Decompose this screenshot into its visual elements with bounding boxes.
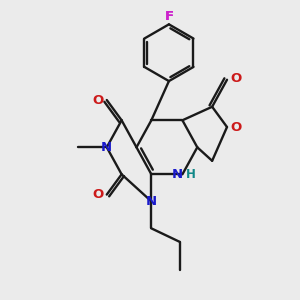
- Text: O: O: [230, 72, 241, 85]
- Text: F: F: [164, 10, 173, 23]
- Text: O: O: [231, 121, 242, 134]
- Text: N: N: [146, 195, 157, 208]
- Text: H: H: [186, 168, 196, 181]
- Text: O: O: [92, 188, 104, 201]
- Text: F: F: [164, 10, 173, 23]
- Text: N: N: [101, 141, 112, 154]
- Text: N: N: [172, 168, 183, 181]
- Text: O: O: [92, 94, 104, 106]
